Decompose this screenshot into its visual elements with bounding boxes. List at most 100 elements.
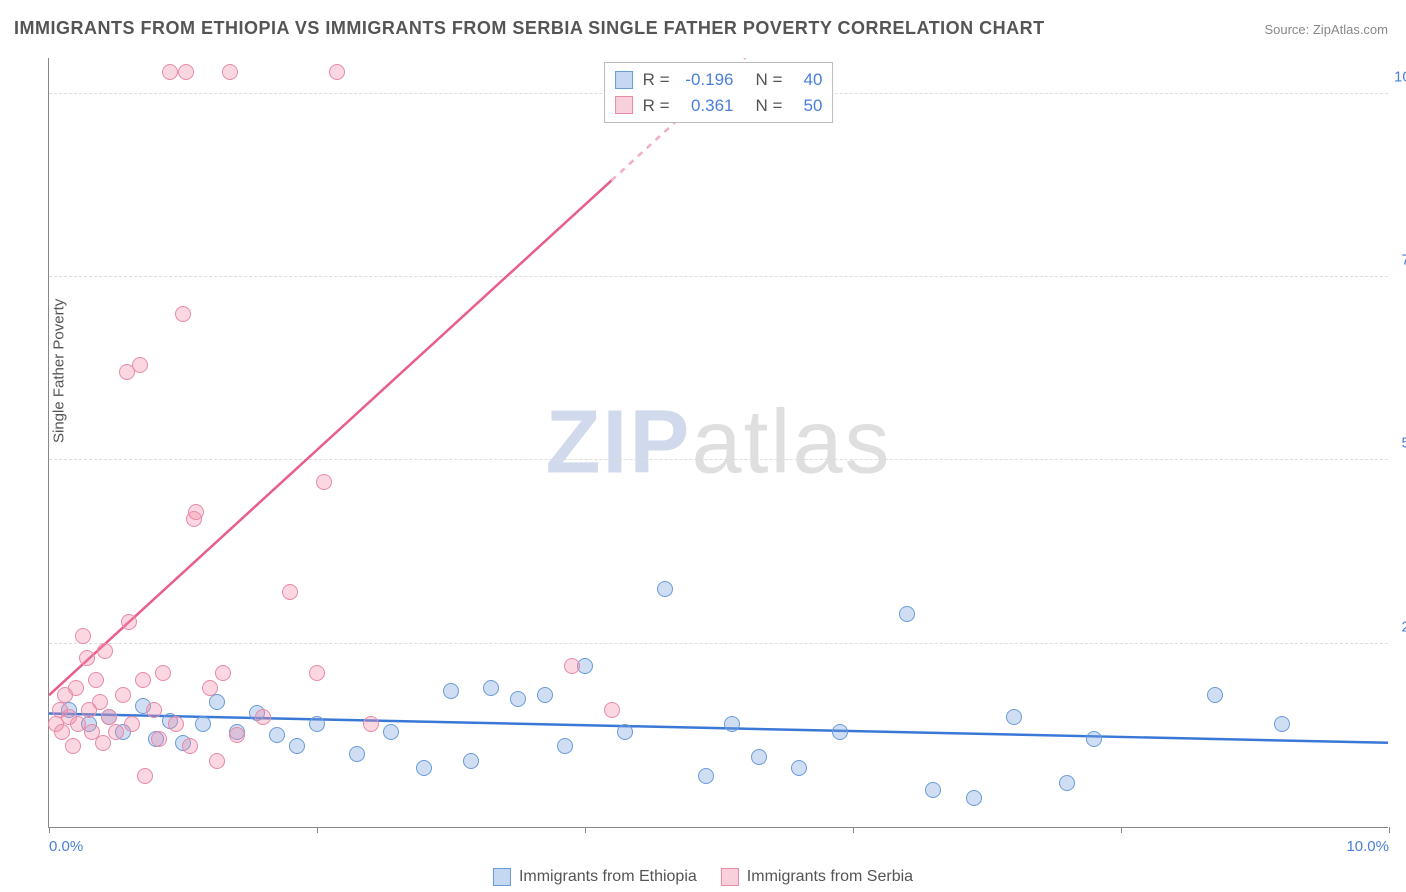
data-point-ethiopia: [463, 753, 479, 769]
data-point-ethiopia: [791, 760, 807, 776]
y-tick-label: 50.0%: [1394, 435, 1406, 452]
swatch-ethiopia: [615, 71, 633, 89]
data-point-serbia: [108, 724, 124, 740]
data-point-ethiopia: [483, 680, 499, 696]
n-label: N =: [756, 93, 783, 119]
data-point-serbia: [97, 643, 113, 659]
data-point-ethiopia: [1086, 731, 1102, 747]
data-point-serbia: [182, 738, 198, 754]
r-value-ethiopia: -0.196: [680, 67, 734, 93]
r-value-serbia: 0.361: [680, 93, 734, 119]
data-point-ethiopia: [1006, 709, 1022, 725]
x-tick: [49, 827, 50, 833]
data-point-serbia: [162, 64, 178, 80]
data-point-serbia: [92, 694, 108, 710]
data-point-serbia: [124, 716, 140, 732]
data-point-serbia: [188, 504, 204, 520]
data-point-serbia: [95, 735, 111, 751]
data-point-ethiopia: [925, 782, 941, 798]
data-point-ethiopia: [724, 716, 740, 732]
plot-area: Single Father Poverty ZIPatlas 0.0%10.0%…: [48, 58, 1388, 828]
data-point-ethiopia: [657, 581, 673, 597]
stats-row-ethiopia: R = -0.196 N = 40: [615, 67, 823, 93]
data-point-serbia: [79, 650, 95, 666]
data-point-serbia: [222, 64, 238, 80]
data-point-ethiopia: [1207, 687, 1223, 703]
data-point-ethiopia: [617, 724, 633, 740]
data-point-ethiopia: [443, 683, 459, 699]
data-point-ethiopia: [698, 768, 714, 784]
source-attribution: Source: ZipAtlas.com: [1264, 22, 1388, 37]
watermark-atlas: atlas: [691, 392, 891, 492]
data-point-serbia: [115, 687, 131, 703]
r-label: R =: [643, 93, 670, 119]
data-point-serbia: [137, 768, 153, 784]
data-point-serbia: [65, 738, 81, 754]
data-point-ethiopia: [557, 738, 573, 754]
n-value-serbia: 50: [792, 93, 822, 119]
data-point-ethiopia: [349, 746, 365, 762]
n-label: N =: [756, 67, 783, 93]
data-point-serbia: [175, 306, 191, 322]
data-point-serbia: [75, 628, 91, 644]
x-tick-label: 10.0%: [1346, 838, 1389, 855]
data-point-ethiopia: [832, 724, 848, 740]
x-tick-label: 0.0%: [49, 838, 83, 855]
data-point-serbia: [604, 702, 620, 718]
data-point-serbia: [68, 680, 84, 696]
data-point-ethiopia: [899, 606, 915, 622]
data-point-ethiopia: [309, 716, 325, 732]
legend-swatch-ethiopia: [493, 868, 511, 886]
legend-item-serbia: Immigrants from Serbia: [721, 868, 913, 886]
data-point-serbia: [178, 64, 194, 80]
x-tick: [853, 827, 854, 833]
data-point-ethiopia: [966, 790, 982, 806]
y-tick-label: 75.0%: [1394, 252, 1406, 269]
legend-label-ethiopia: Immigrants from Ethiopia: [519, 868, 697, 886]
data-point-serbia: [54, 724, 70, 740]
data-point-serbia: [215, 665, 231, 681]
data-point-serbia: [135, 672, 151, 688]
data-point-serbia: [151, 731, 167, 747]
data-point-serbia: [101, 709, 117, 725]
source-prefix: Source:: [1264, 22, 1312, 37]
data-point-ethiopia: [195, 716, 211, 732]
y-tick-label: 100.0%: [1394, 68, 1406, 85]
y-axis-label: Single Father Poverty: [51, 298, 68, 442]
data-point-serbia: [229, 727, 245, 743]
data-point-ethiopia: [416, 760, 432, 776]
stats-box: R = -0.196 N = 40 R = 0.361 N = 50: [604, 62, 834, 123]
gridline: [49, 276, 1388, 277]
data-point-ethiopia: [209, 694, 225, 710]
x-tick: [585, 827, 586, 833]
data-point-ethiopia: [289, 738, 305, 754]
x-tick: [1389, 827, 1390, 833]
data-point-ethiopia: [1274, 716, 1290, 732]
n-value-ethiopia: 40: [792, 67, 822, 93]
source-link[interactable]: ZipAtlas.com: [1313, 22, 1388, 37]
data-point-serbia: [282, 584, 298, 600]
legend-item-ethiopia: Immigrants from Ethiopia: [493, 868, 697, 886]
r-label: R =: [643, 67, 670, 93]
data-point-ethiopia: [383, 724, 399, 740]
legend-swatch-serbia: [721, 868, 739, 886]
x-tick: [317, 827, 318, 833]
data-point-serbia: [209, 753, 225, 769]
swatch-serbia: [615, 96, 633, 114]
data-point-serbia: [309, 665, 325, 681]
data-point-serbia: [155, 665, 171, 681]
data-point-serbia: [316, 474, 332, 490]
legend-label-serbia: Immigrants from Serbia: [747, 868, 913, 886]
y-tick-label: 25.0%: [1394, 618, 1406, 635]
data-point-serbia: [202, 680, 218, 696]
data-point-ethiopia: [537, 687, 553, 703]
data-point-serbia: [132, 357, 148, 373]
watermark: ZIPatlas: [545, 391, 891, 494]
data-point-serbia: [146, 702, 162, 718]
data-point-serbia: [564, 658, 580, 674]
gridline: [49, 459, 1388, 460]
data-point-serbia: [255, 709, 271, 725]
chart-title: IMMIGRANTS FROM ETHIOPIA VS IMMIGRANTS F…: [14, 18, 1045, 39]
data-point-ethiopia: [751, 749, 767, 765]
data-point-serbia: [121, 614, 137, 630]
